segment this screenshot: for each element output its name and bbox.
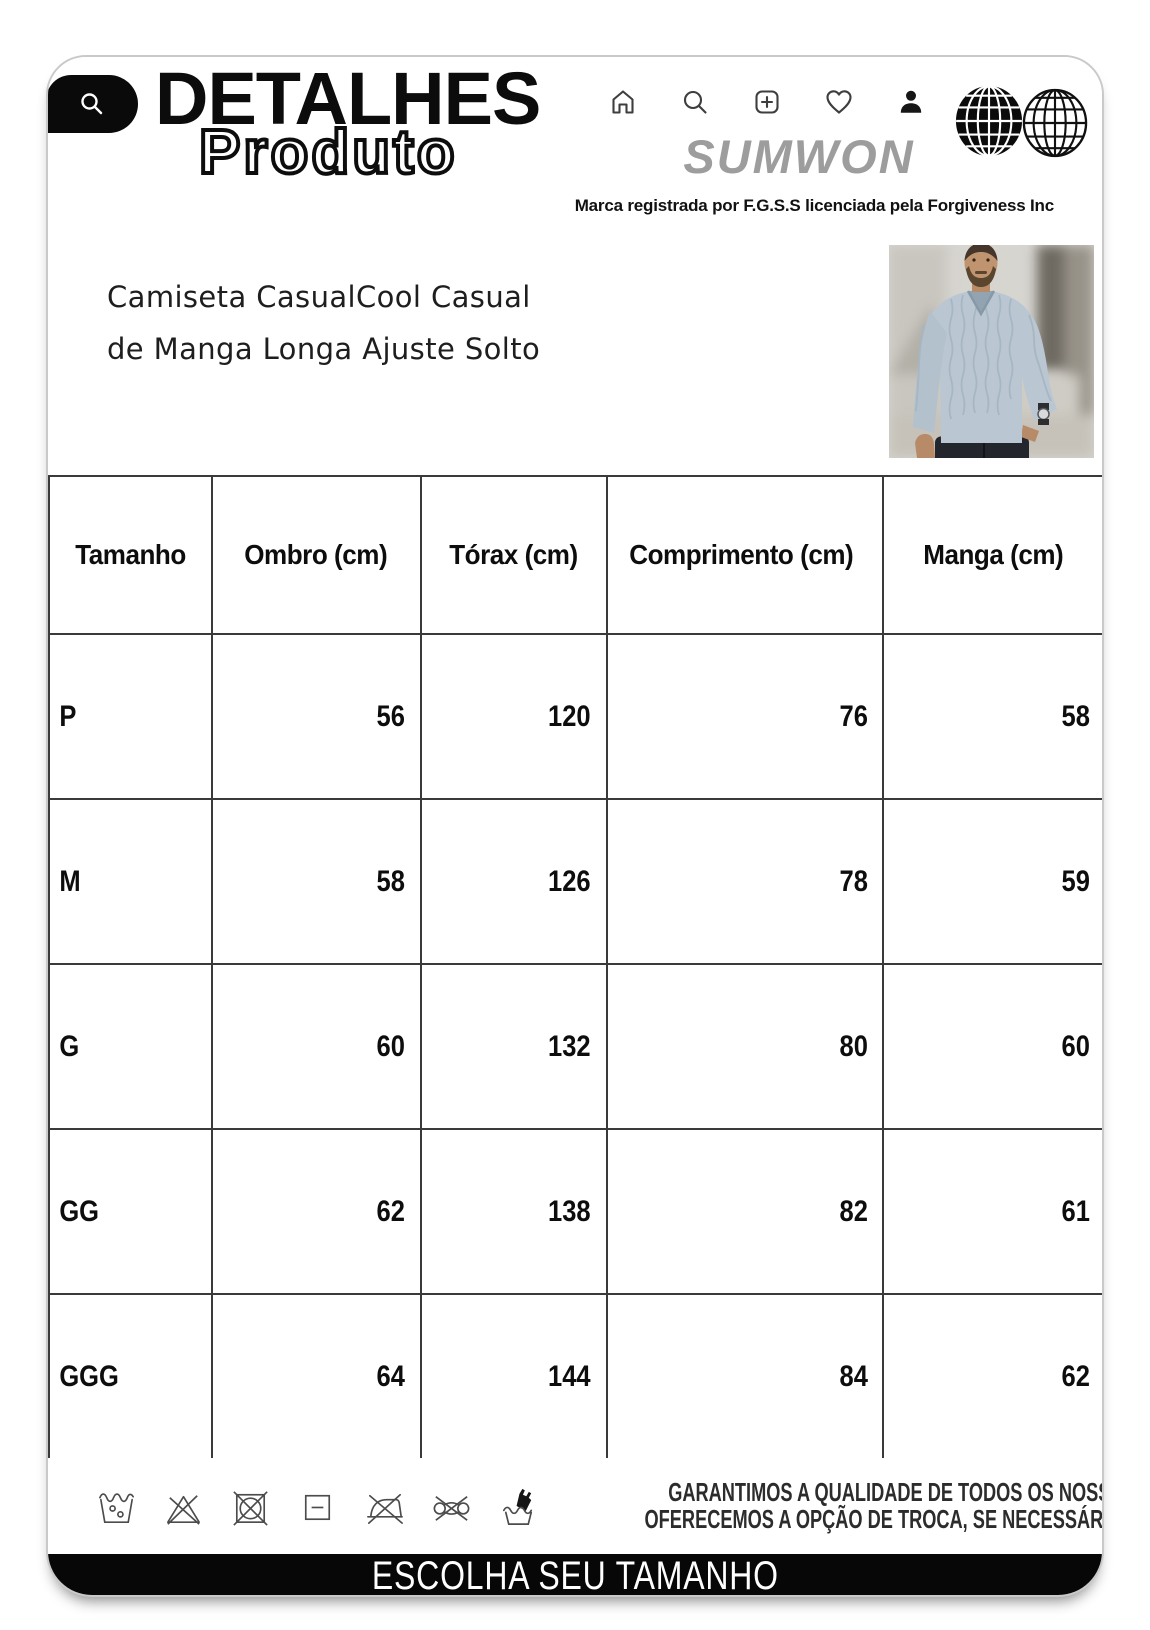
- page-title-line2: Produto: [197, 118, 458, 187]
- search-icon[interactable]: [680, 87, 710, 117]
- product-photo: [889, 245, 1094, 458]
- page-title-line1: DETALHES: [155, 57, 541, 140]
- torax-value: 138: [419, 1128, 608, 1295]
- hand-wash-icon: [502, 1488, 533, 1525]
- torax-value: 120: [419, 633, 608, 800]
- guarantee-line1: GARANTIMOS A QUALIDADE DE TODOS OS NOSSO…: [668, 1477, 1102, 1507]
- ombro-value: 62: [210, 1128, 422, 1295]
- guarantee-line2: OFERECEMOS A OPÇÃO DE TROCA, SE NECESSÁR…: [644, 1504, 1104, 1534]
- manga-value: 61: [882, 1128, 1102, 1295]
- torax-value: 132: [419, 963, 608, 1130]
- table-row-m: M 58 126 78 59: [48, 798, 1102, 965]
- comprimento-value: 82: [605, 1128, 885, 1295]
- profile-icon[interactable]: [896, 87, 926, 117]
- do-not-wring-icon: [433, 1495, 470, 1521]
- model-photo-illustration: [889, 245, 1094, 458]
- search-icon: [81, 93, 103, 115]
- comprimento-value: 84: [605, 1293, 885, 1460]
- table-row-p: P 56 120 76 58: [48, 633, 1102, 800]
- product-title-line1: Camiseta CasualCool Casual: [107, 280, 531, 314]
- do-not-bleach-icon: [167, 1494, 200, 1525]
- ombro-value: 64: [210, 1293, 422, 1460]
- search-button[interactable]: [48, 75, 138, 133]
- heart-icon[interactable]: [824, 87, 854, 117]
- manga-value: 60: [882, 963, 1102, 1130]
- guarantee-text: GARANTIMOS A QUALIDADE DE TODOS OS NOSSO…: [541, 1477, 1104, 1534]
- home-icon[interactable]: [608, 87, 638, 117]
- torax-value: 126: [419, 798, 608, 965]
- nav-icons: [608, 87, 926, 117]
- globe-filled-icon: [955, 85, 1023, 157]
- manga-value: 59: [882, 798, 1102, 965]
- table-row-gg: GG 62 138 82 61: [48, 1128, 1102, 1295]
- dry-flat-icon: [304, 1494, 331, 1520]
- manga-value: 58: [882, 633, 1102, 800]
- col-header-manga: Manga (cm): [882, 475, 1102, 635]
- size-label: G: [48, 963, 213, 1130]
- do-not-tumble-dry-icon: [233, 1490, 268, 1526]
- header: DETALHES Produto SUMWON: [48, 57, 1102, 237]
- ombro-value: 56: [210, 633, 422, 800]
- choose-size-button[interactable]: ESCOLHA SEU TAMANHO: [48, 1554, 1102, 1597]
- torax-value: 144: [419, 1293, 608, 1460]
- product-details-card: DETALHES Produto SUMWON: [46, 55, 1104, 1597]
- size-table: Tamanho Ombro (cm) Tórax (cm) Compriment…: [48, 475, 1102, 1460]
- col-header-torax: Tórax (cm): [419, 475, 608, 635]
- size-table-header-row: Tamanho Ombro (cm) Tórax (cm) Compriment…: [48, 475, 1102, 635]
- globe-outline-icon: [1022, 88, 1088, 158]
- col-header-tamanho: Tamanho: [48, 475, 213, 635]
- product-section: Camiseta CasualCool Casual de Manga Long…: [48, 235, 1102, 475]
- size-label: P: [48, 633, 213, 800]
- ombro-value: 58: [210, 798, 422, 965]
- comprimento-value: 76: [605, 633, 885, 800]
- col-header-comprimento: Comprimento (cm): [605, 475, 885, 635]
- table-row-ggg: GGG 64 144 84 62: [48, 1293, 1102, 1460]
- brand-logo-text: SUMWON: [683, 130, 915, 183]
- size-label: M: [48, 798, 213, 965]
- page-title: DETALHES Produto: [155, 57, 625, 187]
- add-post-icon[interactable]: [752, 87, 782, 117]
- size-label: GG: [48, 1128, 213, 1295]
- choose-size-label: ESCOLHA SEU TAMANHO: [371, 1554, 779, 1597]
- product-title-line2: de Manga Longa Ajuste Solto: [107, 332, 541, 366]
- table-row-g: G 60 132 80 60: [48, 963, 1102, 1130]
- machine-wash-icon: [99, 1492, 134, 1523]
- size-label: GGG: [48, 1293, 213, 1460]
- care-icons: [94, 1484, 541, 1529]
- col-header-ombro: Ombro (cm): [210, 475, 422, 635]
- trademark-text: Marca registrada por F.G.S.S licenciada …: [574, 196, 1055, 215]
- manga-value: 62: [882, 1293, 1102, 1460]
- care-strip: GARANTIMOS A QUALIDADE DE TODOS OS NOSSO…: [48, 1458, 1102, 1554]
- comprimento-value: 78: [605, 798, 885, 965]
- product-title: Camiseta CasualCool Casual de Manga Long…: [107, 271, 540, 375]
- ombro-value: 60: [210, 963, 422, 1130]
- brand-globes: [954, 83, 1088, 159]
- do-not-iron-icon: [367, 1493, 403, 1524]
- comprimento-value: 80: [605, 963, 885, 1130]
